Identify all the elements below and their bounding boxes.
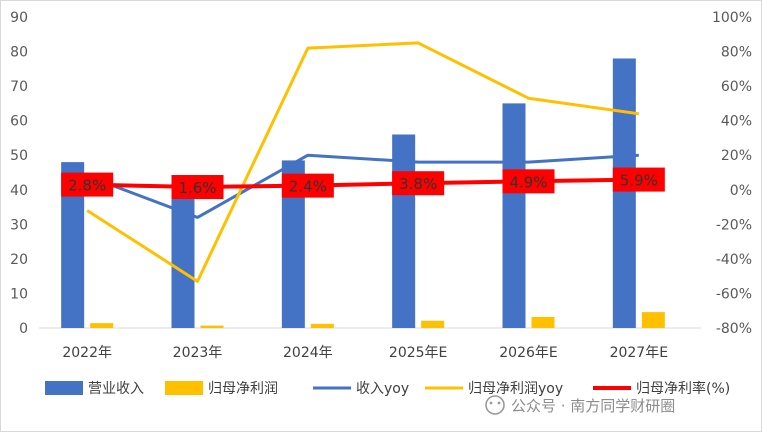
- right-axis: -80% -60% -40% -20% 0% 20% 40% 60% 80% 100%: [712, 10, 752, 337]
- legend-label: 归母净利润: [208, 380, 278, 397]
- watermark: 公众号 · 南方同学财研圈: [485, 395, 675, 415]
- revenue-bar: [281, 160, 305, 328]
- net-profit-yoy-line: [86, 41, 640, 283]
- net-profit-bar: [531, 316, 555, 328]
- left-tick-label: 60: [10, 114, 28, 130]
- data-label: 1.6%: [178, 179, 216, 197]
- legend: 营业收入 归母净利润 收入yoy 归母净利润yoy 归母净利率(%): [45, 380, 730, 397]
- category-label: 2022年: [62, 345, 112, 361]
- right-tick-label: 40%: [721, 114, 752, 130]
- net-profit-bar: [310, 323, 334, 328]
- watermark-text: 公众号 · 南方同学财研圈: [511, 397, 675, 415]
- wechat-icon: [485, 395, 505, 415]
- left-tick-label: 80: [10, 45, 28, 61]
- legend-label: 营业收入: [88, 381, 144, 397]
- category-label: 2027年E: [610, 345, 668, 361]
- left-tick-label: 40: [10, 183, 28, 199]
- data-labels-layer: 2.8% 1.6% 2.4% 3.8% 4.9% 5.9%: [61, 167, 665, 200]
- data-label-box: [281, 173, 334, 198]
- data-label: 2.4%: [289, 178, 327, 196]
- right-tick-label: 60%: [721, 79, 752, 95]
- left-tick-label: 70: [10, 79, 28, 95]
- right-tick-label: 20%: [721, 148, 752, 164]
- legend-swatch: [45, 381, 83, 395]
- left-tick-label: 10: [10, 286, 28, 302]
- net-profit-bar: [200, 325, 224, 328]
- data-label: 4.9%: [509, 173, 547, 191]
- right-tick-label: 100%: [712, 10, 752, 26]
- left-tick-label: 0: [19, 321, 28, 337]
- net-profit-bar: [90, 323, 114, 328]
- revenue-bar: [392, 134, 416, 328]
- lines-layer: [86, 41, 640, 283]
- data-label-box: [171, 175, 224, 200]
- right-tick-label: -60%: [716, 286, 752, 302]
- category-axis: 2022年 2023年 2024年 2025年E 2026年E 2027年E: [62, 345, 668, 361]
- right-tick-label: 0%: [730, 183, 752, 199]
- net-profit-bar: [641, 312, 665, 328]
- legend-label: 归母净利润yoy: [468, 380, 563, 397]
- revenue-bar: [502, 103, 526, 328]
- left-axis: 0 10 20 30 40 50 60 70 80 90: [10, 10, 701, 337]
- left-tick-label: 50: [10, 148, 28, 164]
- revenue-yoy-line: [86, 153, 639, 219]
- wechat-icon-dot: [497, 401, 501, 405]
- bars-layer: [61, 58, 665, 328]
- legend-label: 归母净利率(%): [636, 380, 730, 397]
- right-tick-label: -20%: [716, 217, 752, 233]
- left-tick-label: 90: [10, 10, 28, 26]
- revenue-bar: [171, 186, 195, 328]
- data-label-box: [612, 167, 665, 192]
- revenue-bar: [612, 58, 636, 328]
- right-tick-label: -80%: [716, 321, 752, 337]
- category-label: 2024年: [283, 345, 333, 361]
- revenue-bar: [61, 162, 85, 328]
- right-tick-label: -40%: [716, 252, 752, 268]
- left-tick-label: 20: [10, 252, 28, 268]
- legend-label: 收入yoy: [356, 381, 409, 397]
- data-label: 3.8%: [399, 175, 437, 193]
- legend-swatch: [165, 381, 203, 395]
- category-label: 2025年E: [389, 345, 447, 361]
- data-label: 5.9%: [620, 172, 658, 190]
- data-label-box: [61, 172, 114, 197]
- net-profit-bar: [421, 320, 445, 328]
- left-tick-label: 30: [10, 217, 28, 233]
- category-label: 2026年E: [499, 345, 557, 361]
- category-label: 2023年: [173, 345, 223, 361]
- data-label-box: [392, 171, 445, 196]
- data-label-box: [502, 169, 555, 194]
- wechat-icon-dot: [489, 401, 493, 405]
- right-tick-label: 80%: [721, 45, 752, 61]
- net-margin-line: [87, 177, 639, 190]
- data-label: 2.8%: [68, 177, 106, 195]
